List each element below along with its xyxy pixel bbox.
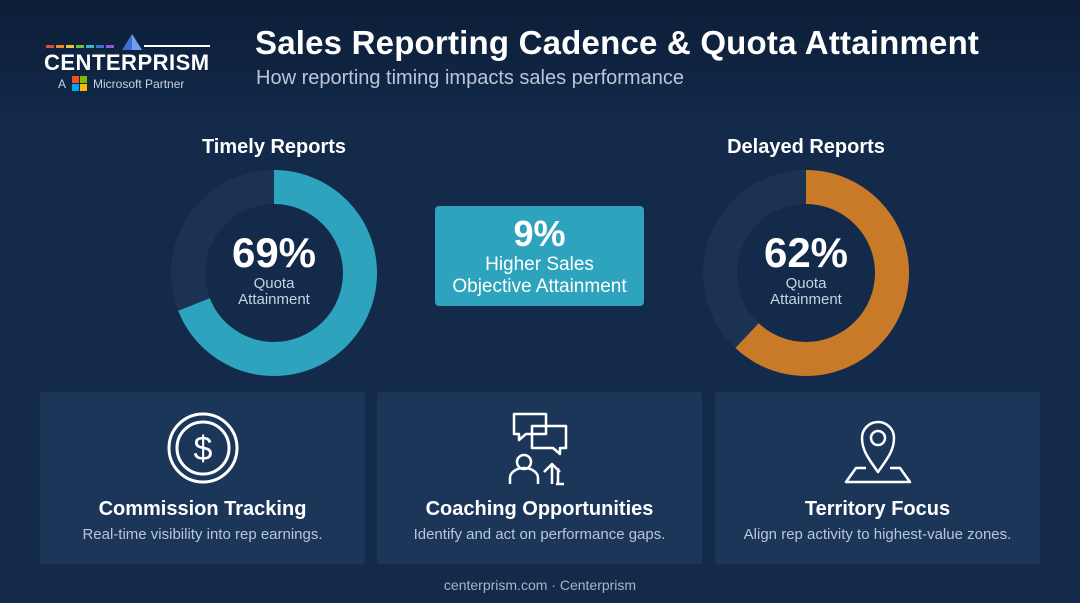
delayed-donut-arc xyxy=(703,170,909,376)
card-title: Commission Tracking xyxy=(98,498,307,520)
dollar-coin-icon: $ xyxy=(40,410,365,486)
delayed-donut-chart: 62% Quota Attainment xyxy=(701,168,911,378)
card-description: Identify and act on performance gaps. xyxy=(413,526,666,543)
page-title: Sales Reporting Cadence & Quota Attainme… xyxy=(255,24,980,61)
delayed-label-line2: Attainment xyxy=(770,291,842,308)
delayed-reports-panel: Delayed Reports 62% Quota Attainment xyxy=(696,136,916,378)
logo-wordmark: CENTERPRISM xyxy=(44,50,210,75)
card-description: Align rep activity to highest-value zone… xyxy=(743,526,1012,543)
delayed-reports-title: Delayed Reports xyxy=(727,136,885,158)
delayed-value: 62% xyxy=(763,229,849,276)
coaching-chat-icon xyxy=(377,410,702,486)
callout-line2: Objective Attainment xyxy=(452,276,627,297)
timely-label-line2: Attainment xyxy=(238,291,310,308)
main-panel: Timely Reports 69% Quota Attainment 9% H… xyxy=(0,112,1080,603)
timely-donut-arc xyxy=(171,170,377,376)
partner-badge: A Microsoft Partner xyxy=(58,76,184,91)
timely-label-line1: Quota xyxy=(253,275,295,292)
card-title: Territory Focus xyxy=(804,498,951,520)
card-description: Real-time visibility into rep earnings. xyxy=(82,526,323,543)
centerprism-logo[interactable]: CENTERPRISM A Microsoft Partner xyxy=(40,20,220,100)
timely-donut-chart: 69% Quota Attainment xyxy=(169,168,379,378)
card-coaching-opportunities: Coaching Opportunities Identify and act … xyxy=(377,392,702,564)
timely-reports-title: Timely Reports xyxy=(201,136,347,158)
timely-value: 69% xyxy=(231,229,317,276)
callout-line1: Higher Sales xyxy=(485,254,594,275)
timely-donut-center: 69% Quota Attainment xyxy=(169,230,379,308)
microsoft-logo-icon xyxy=(72,76,88,91)
partner-name: Microsoft Partner xyxy=(93,76,185,91)
card-title: Coaching Opportunities xyxy=(425,498,654,520)
callout-value: 9% xyxy=(513,213,566,254)
logo-prism-icon xyxy=(46,34,210,50)
svg-text:$: $ xyxy=(193,430,212,468)
delayed-donut-center: 62% Quota Attainment xyxy=(701,230,911,308)
card-territory-focus: Territory Focus Align rep activity to hi… xyxy=(715,392,1040,564)
timely-reports-panel: Timely Reports 69% Quota Attainment xyxy=(164,136,384,378)
footer-credit[interactable]: centerprism.com · Centerprism xyxy=(443,577,637,593)
partner-prefix: A xyxy=(58,76,67,91)
delayed-label-line1: Quota xyxy=(785,275,827,292)
header: CENTERPRISM A Microsoft Partner Sales Re… xyxy=(0,0,1080,112)
card-commission-tracking: $ Commission Tracking Real-time visibili… xyxy=(40,392,365,564)
difference-callout: 9% Higher Sales Objective Attainment xyxy=(435,206,644,306)
page-subtitle: How reporting timing impacts sales perfo… xyxy=(256,67,684,89)
map-pin-icon xyxy=(715,410,1040,486)
